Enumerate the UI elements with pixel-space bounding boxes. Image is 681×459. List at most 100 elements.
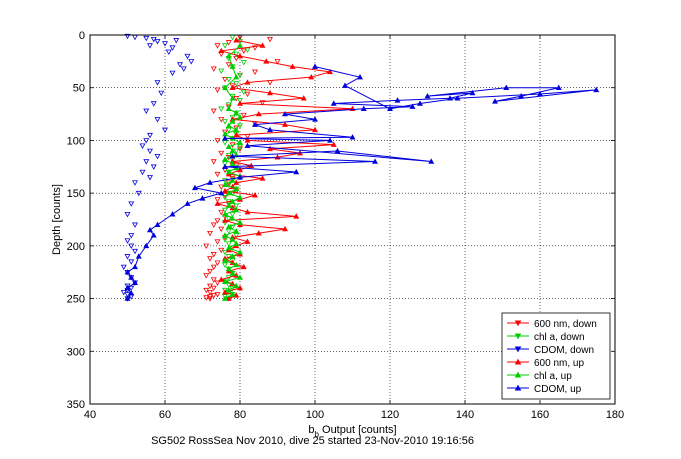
data-point — [147, 132, 153, 139]
data-point — [259, 100, 266, 106]
data-point — [214, 171, 221, 178]
data-point — [225, 265, 232, 272]
data-point — [222, 84, 228, 90]
data-point — [158, 90, 165, 97]
data-point — [222, 178, 228, 184]
data-point — [229, 198, 236, 204]
data-point — [199, 195, 206, 201]
data-point — [233, 282, 240, 289]
data-point — [237, 123, 243, 129]
data-point — [210, 222, 217, 228]
data-point — [593, 86, 600, 93]
data-point — [293, 213, 300, 219]
data-point — [229, 160, 236, 166]
data-point — [218, 150, 225, 157]
data-point — [237, 139, 243, 145]
data-point — [387, 105, 393, 112]
data-point — [233, 148, 240, 155]
data-point — [225, 143, 232, 149]
data-point — [225, 223, 232, 230]
data-point — [225, 40, 232, 46]
data-point — [214, 197, 221, 203]
data-point — [229, 177, 236, 183]
data-point — [229, 258, 236, 264]
data-point — [210, 285, 217, 292]
data-point — [229, 63, 236, 69]
data-point — [132, 248, 138, 255]
data-point — [240, 48, 247, 54]
data-point — [147, 226, 153, 233]
data-point — [267, 80, 273, 86]
data-point — [225, 202, 232, 209]
data-point — [214, 260, 221, 266]
data-point — [222, 156, 228, 162]
data-point — [222, 161, 228, 167]
data-point — [207, 179, 213, 185]
legend-swatch-marker — [514, 333, 522, 340]
data-point — [218, 184, 225, 190]
data-point — [222, 187, 228, 194]
data-point — [225, 52, 232, 59]
data-point — [274, 59, 281, 65]
data-point — [214, 292, 221, 298]
series-5 — [124, 63, 600, 301]
series-2 — [120, 33, 195, 302]
data-point — [267, 145, 273, 152]
data-point — [233, 185, 240, 192]
x-tick-label: 60 — [159, 409, 171, 421]
data-point — [349, 134, 356, 140]
data-point — [237, 98, 243, 104]
data-point — [173, 38, 180, 44]
y-tick-label: 250 — [67, 294, 85, 306]
data-point — [424, 93, 431, 99]
data-point — [282, 110, 288, 117]
data-point — [132, 222, 138, 228]
data-point — [237, 219, 243, 225]
data-point — [128, 274, 135, 280]
data-point — [237, 174, 243, 180]
data-point — [454, 95, 461, 101]
data-point — [225, 152, 232, 159]
data-point — [177, 62, 183, 68]
legend-label: CDOM, up — [534, 384, 582, 395]
data-point — [192, 184, 198, 191]
data-point — [147, 43, 153, 49]
data-point — [222, 262, 228, 268]
data-point — [233, 240, 240, 246]
data-point — [214, 280, 221, 286]
data-point — [357, 74, 363, 80]
data-point — [124, 211, 131, 218]
data-point — [180, 66, 187, 72]
data-point — [225, 295, 232, 301]
legend-label: chl a, down — [534, 332, 585, 343]
data-point — [229, 34, 236, 41]
data-point — [143, 108, 150, 115]
data-point — [282, 121, 288, 127]
data-point — [233, 125, 240, 131]
data-point — [312, 126, 318, 133]
data-point — [207, 268, 213, 275]
data-point — [244, 91, 251, 98]
legend-label: chl a, up — [534, 371, 572, 382]
data-point — [154, 117, 161, 123]
data-point — [237, 100, 243, 106]
data-point — [229, 270, 236, 276]
x-tick-label: 80 — [234, 409, 246, 421]
data-point — [210, 159, 217, 165]
series-layer — [120, 33, 600, 302]
data-point — [229, 147, 236, 154]
data-point — [214, 87, 221, 93]
data-point — [267, 126, 273, 133]
x-tick-label: 40 — [84, 409, 96, 421]
data-point — [233, 81, 240, 87]
data-point — [300, 95, 307, 101]
series-line — [126, 66, 597, 299]
data-point — [132, 279, 138, 285]
x-axis-label-rest: Output [counts] — [319, 424, 397, 436]
data-point — [139, 169, 146, 176]
data-point — [210, 66, 217, 72]
data-point — [225, 244, 232, 251]
data-point — [222, 257, 228, 263]
data-point — [233, 126, 240, 133]
data-point — [222, 181, 228, 187]
